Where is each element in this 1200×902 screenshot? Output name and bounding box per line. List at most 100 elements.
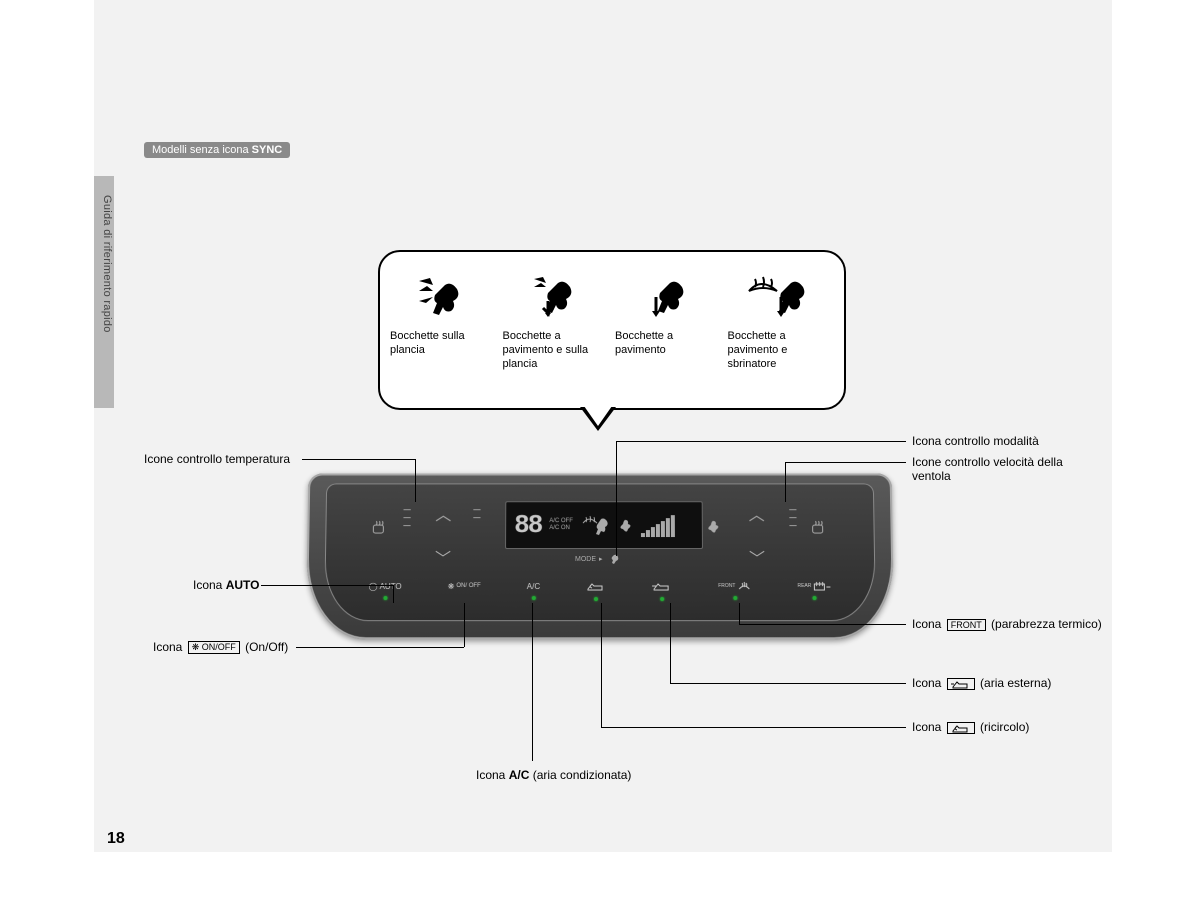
recirc-icon	[586, 580, 606, 592]
fan-down-button[interactable]: ﹀	[749, 545, 765, 569]
label-text: Icona	[193, 578, 226, 592]
temp-scale-low: ––	[473, 505, 480, 520]
auto-label: AUTO	[380, 582, 402, 591]
rear-defrost-icon	[813, 581, 831, 591]
mode-seat-icon	[606, 553, 620, 565]
leader-line	[415, 459, 416, 502]
leader-line	[261, 585, 393, 586]
header-bold: SYNC	[252, 144, 283, 156]
label-auto: Icona AUTO	[193, 578, 259, 592]
label-text: Icona	[153, 640, 186, 654]
vent-face-floor-icon	[503, 266, 610, 322]
ac-status: A/C OFF A/C ON	[549, 518, 573, 532]
front-defrost-icon	[737, 581, 751, 591]
front-label: FRONT	[718, 583, 735, 589]
leader-line	[785, 462, 906, 463]
temp-down-button[interactable]: ﹀	[435, 545, 451, 569]
temp-scale-high: –––	[403, 505, 410, 528]
panel-face: 88 A/C OFF A/C ON MODE ▸ ︿ ﹀ ––– ––	[324, 483, 876, 621]
header-pill: Modelli senza icona SYNC	[144, 142, 290, 158]
label-temp-control: Icone controllo temperatura	[144, 452, 290, 466]
fan-speed-bars	[641, 513, 675, 537]
onoff-label: ON/ OFF	[456, 583, 480, 589]
seat-heat-right-icon[interactable]	[811, 519, 829, 537]
label-text: Icona	[912, 676, 945, 690]
label-text: (ricircolo)	[977, 720, 1030, 734]
vent-face-icon	[390, 266, 497, 322]
seat-heat-left-icon[interactable]	[371, 519, 389, 537]
leader-line	[464, 603, 465, 647]
label-text: Icona	[476, 768, 509, 782]
label-text: (On/Off)	[242, 640, 288, 654]
iconbox-text: FRONT	[951, 620, 982, 630]
mode-indicator: MODE ▸	[575, 553, 620, 565]
ac-off-text: A/C OFF	[549, 518, 573, 525]
led-indicator	[531, 596, 535, 600]
balloon-label: Bocchette a pavimento	[615, 330, 722, 358]
label-onoff: Icona ❋ ON/OFF (On/Off)	[153, 640, 288, 654]
button-row: ◯AUTO ❋ON/ OFF A/C FRONT REAR	[368, 573, 831, 599]
leader-line	[739, 624, 906, 625]
leader-line	[616, 441, 617, 556]
leader-line	[601, 727, 906, 728]
fresh-air-button[interactable]	[652, 580, 672, 592]
display-screen: 88 A/C OFF A/C ON	[505, 501, 703, 549]
front-iconbox: FRONT	[947, 619, 986, 631]
page-number: 18	[107, 830, 125, 848]
defrost-seat-icon	[581, 513, 611, 537]
label-fan-control: Icone controllo velocità della ventola	[912, 455, 1082, 483]
balloon-label: Bocchette sulla plancia	[390, 330, 497, 358]
balloon-item: Bocchette a pavimento	[615, 266, 722, 398]
front-defrost-button[interactable]: FRONT	[718, 581, 751, 591]
ac-button[interactable]: A/C	[527, 582, 540, 591]
temp-digits: 88	[514, 510, 541, 540]
fresh-air-icon	[652, 580, 672, 592]
recirc-iconbox	[947, 722, 975, 735]
balloon-item: Bocchette sulla plancia	[390, 266, 497, 398]
vent-floor-defrost-icon	[728, 266, 835, 322]
rear-label: REAR	[797, 583, 811, 589]
balloon-label: Bocchette a pavimento e sulla plancia	[503, 330, 610, 371]
label-text: Icona	[912, 617, 945, 631]
balloon-item: Bocchette a pavimento e sbrinatore	[728, 266, 835, 398]
leader-line	[739, 603, 740, 624]
label-recirc: Icona (ricircolo)	[912, 720, 1029, 734]
auto-button[interactable]: ◯AUTO	[369, 582, 402, 591]
label-bold: A/C	[509, 768, 530, 782]
label-bold: AUTO	[226, 578, 260, 592]
fan-glyph-icon	[707, 519, 721, 533]
leader-line	[601, 603, 602, 727]
ac-on-text: A/C ON	[549, 525, 573, 532]
vent-floor-icon	[615, 266, 722, 322]
led-indicator	[660, 597, 664, 601]
label-text: Icona	[912, 720, 945, 734]
leader-line	[393, 585, 394, 603]
label-mode-control: Icona controllo modalità	[912, 434, 1039, 448]
label-fresh-air: Icona (aria esterna)	[912, 676, 1051, 690]
label-ac: Icona A/C (aria condizionata)	[476, 768, 631, 782]
label-text: (aria condizionata)	[529, 768, 631, 782]
leader-line	[785, 462, 786, 502]
fresh-iconbox	[947, 678, 975, 691]
onoff-iconbox: ❋ ON/OFF	[188, 641, 240, 654]
balloon-item: Bocchette a pavimento e sulla plancia	[503, 266, 610, 398]
climate-panel: 88 A/C OFF A/C ON MODE ▸ ︿ ﹀ ––– ––	[306, 474, 895, 640]
recirc-button[interactable]	[586, 580, 606, 592]
rear-defrost-button[interactable]: REAR	[797, 581, 831, 591]
led-indicator	[594, 597, 598, 601]
mode-label-text: MODE	[575, 556, 596, 563]
leader-line	[616, 441, 906, 442]
leader-line	[532, 603, 533, 761]
onoff-button[interactable]: ❋ON/ OFF	[448, 582, 481, 591]
led-indicator	[733, 596, 737, 600]
leader-line	[670, 683, 906, 684]
mode-balloon: Bocchette sulla plancia Bocchette a pavi…	[378, 250, 846, 410]
leader-line	[296, 647, 464, 648]
fan-up-button[interactable]: ︿	[749, 501, 765, 525]
leader-line	[302, 459, 415, 460]
led-indicator	[813, 596, 817, 600]
label-text: (parabrezza termico)	[988, 617, 1102, 631]
fan-scale: –––	[789, 505, 796, 528]
temp-up-button[interactable]: ︿	[435, 501, 451, 525]
label-text: (aria esterna)	[977, 676, 1052, 690]
